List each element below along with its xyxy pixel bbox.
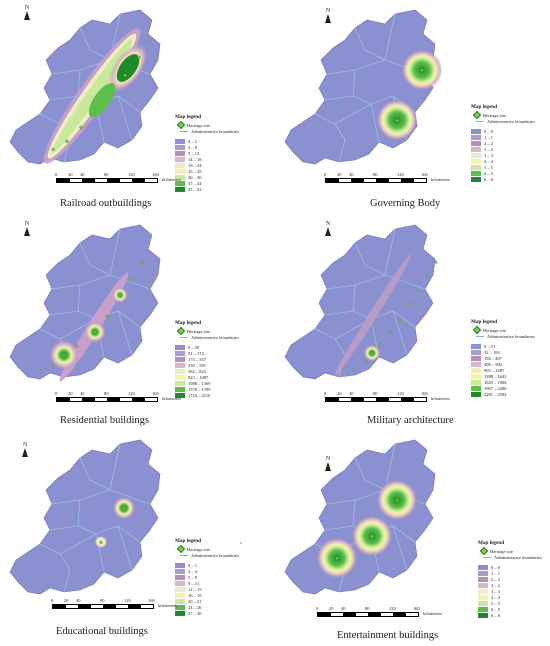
panel-caption: Residential buildings	[60, 415, 149, 426]
map-legend: Map legend Heritage site Administrative …	[175, 538, 239, 616]
heatmap-railroad	[9, 9, 161, 165]
scale-bar: 0 20 40 80 120 160 kilometers	[55, 391, 181, 402]
map-legend: Map legend Heritage site Administrative …	[471, 104, 535, 182]
panel-caption: Governing Body	[370, 198, 441, 209]
north-arrow: N	[22, 5, 32, 20]
stray-mark: o	[240, 540, 242, 545]
boundary-line-icon	[180, 554, 188, 556]
boundary-line-icon	[476, 335, 484, 337]
panel-caption: Educational buildings	[56, 626, 148, 637]
map-legend: Map legend Heritage site Administrative …	[478, 540, 542, 618]
heatmap-entertainment	[284, 439, 436, 595]
heatmap-governing	[284, 9, 442, 165]
scale-bar: 0 20 40 80 120 160 kilometers	[51, 598, 177, 609]
panel-caption: Railroad outbuildings	[60, 198, 152, 209]
heatmap-residential	[9, 224, 161, 382]
map-panel-military: N Map legend Heritage site Administrativ…	[275, 215, 550, 430]
north-arrow: N	[323, 8, 333, 23]
map-panel-entertainment: N Map legend Heritage site Administrativ…	[275, 430, 550, 645]
boundary-line-icon	[180, 130, 188, 132]
map-panel-residential: N Map legend Heritage site Administrativ…	[0, 215, 275, 430]
scale-bar: 0 20 40 80 120 160 kilometers	[316, 606, 442, 617]
boundary-line-icon	[476, 120, 484, 122]
scale-bar: 0 20 40 80 120 160 kilometers	[324, 391, 450, 402]
heatmap-educational	[9, 439, 161, 595]
north-arrow: N	[323, 456, 333, 471]
map-panel-governing: N Map legend Heritage site Administrativ…	[275, 0, 550, 215]
map-legend: Map legend Heritage site Administrative …	[175, 114, 239, 192]
heatmap-military	[284, 224, 438, 380]
panel-caption: Entertainment buildings	[337, 630, 439, 641]
map-panel-railroad: N Map legend Heritage site Administrativ…	[0, 0, 275, 215]
scale-bar: 0 20 40 80 120 160 kilometers	[55, 172, 181, 183]
boundary-line-icon	[483, 556, 491, 558]
scale-bar: 0 20 40 80 120 160 kilometers	[324, 172, 450, 183]
north-arrow: N	[20, 442, 30, 457]
north-arrow: N	[323, 221, 333, 236]
north-arrow: N	[22, 221, 32, 236]
map-legend: Map legend Heritage site Administrative …	[471, 319, 535, 397]
map-legend: Map legend Heritage site Administrative …	[175, 320, 239, 398]
map-panel-educational: N o Map legend Heritage site Administrat…	[0, 430, 275, 645]
boundary-line-icon	[180, 336, 188, 338]
panel-caption: Military architecture	[367, 415, 454, 426]
